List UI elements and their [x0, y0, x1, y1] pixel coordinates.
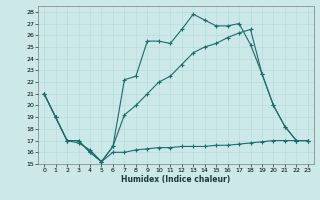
X-axis label: Humidex (Indice chaleur): Humidex (Indice chaleur)	[121, 175, 231, 184]
